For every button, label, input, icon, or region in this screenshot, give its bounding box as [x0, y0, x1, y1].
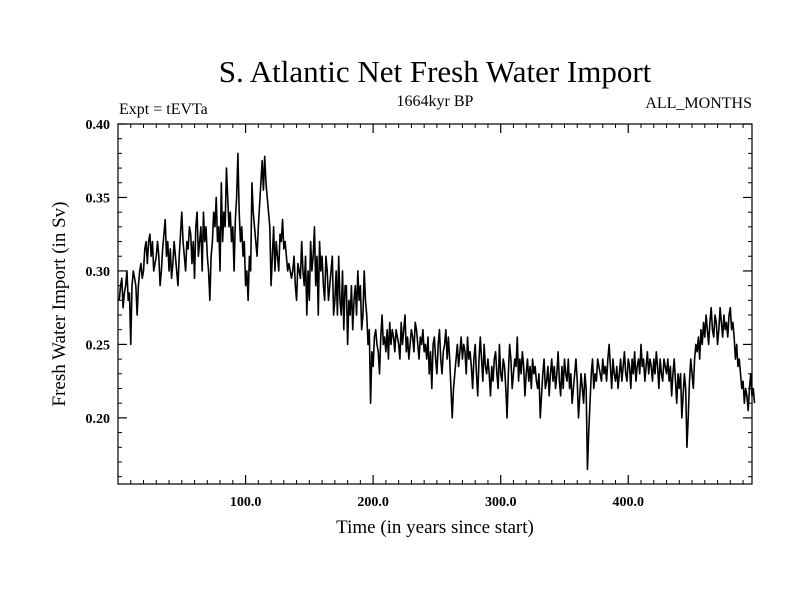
time-period-label: 1664kyr BP [397, 93, 474, 110]
x-axis-label: Time (in years since start) [336, 517, 534, 538]
months-label: ALL_MONTHS [645, 95, 752, 112]
plot-frame [117, 123, 753, 485]
x-tick-label: 300.0 [485, 495, 517, 510]
y-tick-label: 0.20 [86, 412, 111, 427]
y-axis-ticks: 0.20 0.25 0.30 0.35 0.40 [86, 118, 752, 478]
chart-title: S. Atlantic Net Fresh Water Import [219, 54, 652, 89]
y-tick-label: 0.25 [86, 338, 111, 353]
experiment-label: Expt = tEVTa [119, 101, 208, 118]
y-axis-label: Fresh Water Import (in Sv) [49, 202, 70, 407]
y-tick-label: 0.40 [86, 118, 111, 133]
x-tick-label: 400.0 [613, 495, 645, 510]
series-layer [118, 152, 756, 471]
x-tick-label: 200.0 [357, 495, 389, 510]
y-tick-label: 0.30 [86, 265, 111, 280]
x-axis-ticks: 100.0 200.0 300.0 400.0 [130, 124, 744, 510]
y-tick-label: 0.35 [86, 191, 111, 206]
series-line [118, 152, 756, 471]
x-tick-label: 100.0 [230, 495, 262, 510]
